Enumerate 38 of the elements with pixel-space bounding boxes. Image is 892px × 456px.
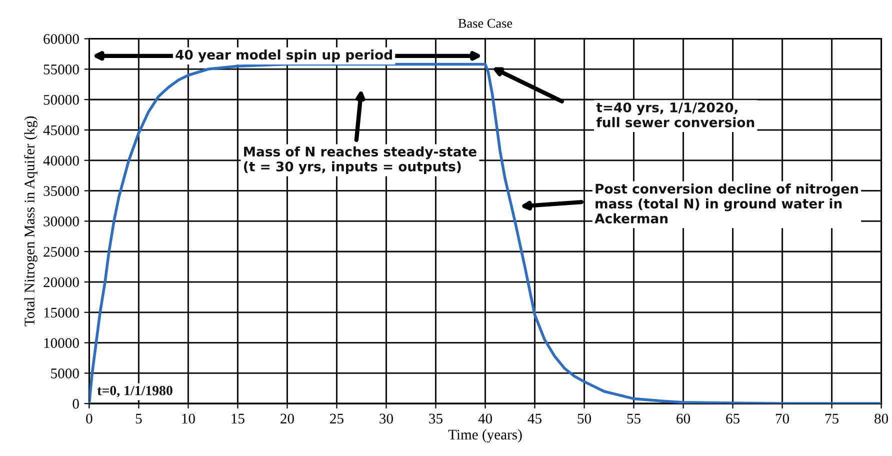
annotation: t=40 yrs, 1/1/2020, full sewer conversion	[596, 102, 754, 128]
y-tick-label: 60000	[44, 34, 79, 44]
x-tick-label: 10	[182, 414, 195, 424]
annotation: 40 year model spin up period	[176, 49, 392, 62]
y-axis-title: Total Nitrogen Mass in Aquifer (kg)	[24, 116, 38, 326]
y-tick-label: 5000	[51, 368, 79, 378]
y-tick-label: 35000	[44, 186, 79, 196]
x-tick-label: 75	[825, 414, 839, 424]
x-tick-label: 65	[726, 414, 740, 424]
y-tick-label: 55000	[44, 64, 79, 74]
y-tick-label: 40000	[43, 156, 79, 166]
x-tick-label: 5	[136, 414, 142, 424]
y-tick-label: 20000	[44, 277, 79, 288]
x-tick-label: 15	[232, 414, 244, 424]
y-tick-label: 50000	[44, 94, 79, 105]
annotation: Mass of N reaches steady-state (t = 30 yrs, inputs = outputs)	[244, 146, 476, 174]
chart-title: Base Case	[458, 18, 512, 28]
x-tick-label: 0	[86, 414, 92, 424]
x-axis-title: Time (years)	[448, 429, 522, 443]
x-tick-label: 30	[380, 414, 393, 424]
y-tick-label: 45000	[43, 125, 79, 136]
x-tick-label: 55	[627, 414, 640, 424]
y-tick-label: 25000	[44, 246, 79, 257]
x-tick-label: 50	[578, 414, 591, 424]
x-tick-label: 45	[528, 414, 542, 424]
x-tick-label: 60	[676, 414, 690, 424]
y-tick-label: 15000	[44, 308, 79, 318]
x-tick-label: 40	[478, 414, 492, 424]
x-tick-label: 70	[776, 414, 790, 424]
x-tick-label: 35	[429, 414, 442, 424]
x-tick-label: 80	[874, 414, 888, 424]
x-tick-label: 20	[280, 414, 294, 424]
x-tick-label: 25	[330, 414, 344, 424]
annotation: t=0, 1/1/1980	[97, 386, 172, 398]
y-tick-label: 0	[72, 398, 79, 409]
y-tick-label: 10000	[44, 338, 79, 348]
annotation: Post conversion decline of nitrogen mass (total N) in ground water in Ackerman	[594, 183, 858, 224]
y-tick-label: 30000	[44, 216, 79, 226]
